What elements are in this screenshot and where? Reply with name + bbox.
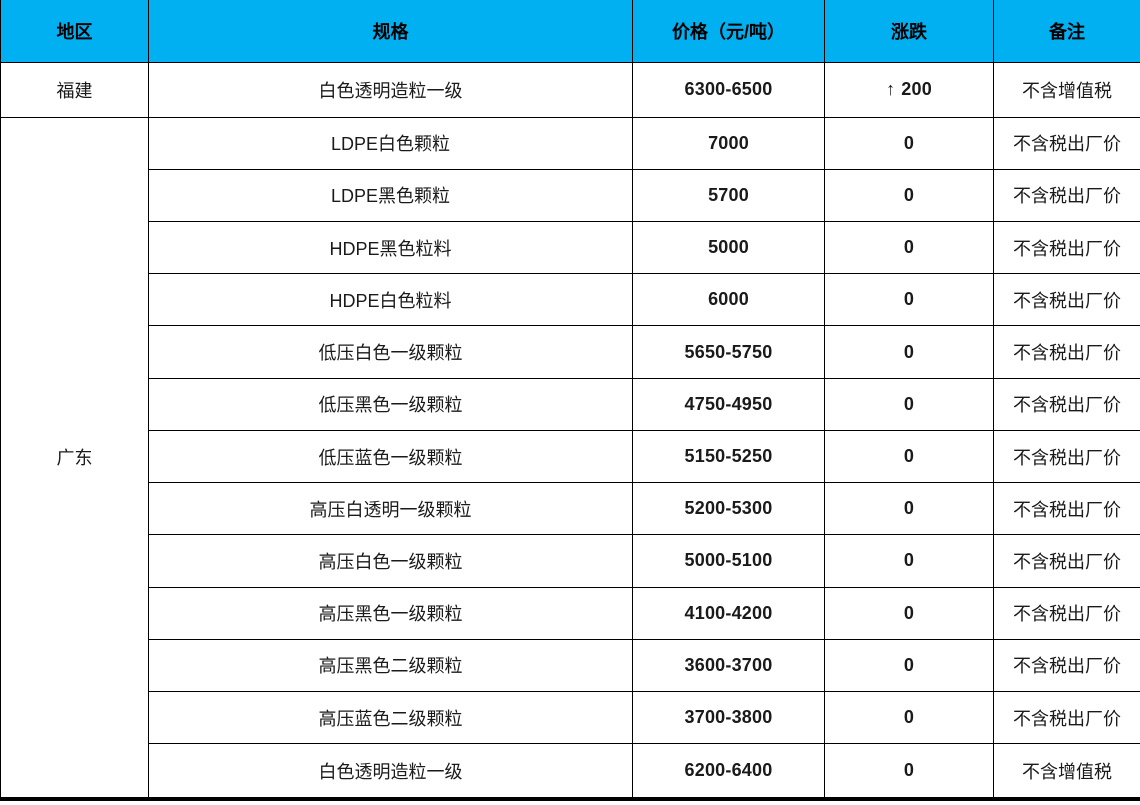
change-cell: 0: [824, 168, 994, 222]
table-row: 高压蓝色二级颗粒 3700-3800 0 不含税出厂价: [1, 691, 1140, 745]
price-cell: 5000: [632, 220, 825, 275]
spec-cell: 高压黑色一级颗粒: [148, 586, 633, 640]
table-row: 广东 LDPE白色颗粒 7000 0 不含税出厂价: [0, 116, 1140, 800]
table-row: 低压黑色一级颗粒 4750-4950 0 不含税出厂价: [1, 377, 1140, 431]
spec-cell: 高压白透明一级颗粒: [148, 482, 633, 536]
change-cell: 0: [824, 691, 994, 745]
note-cell: 不含税出厂价: [993, 220, 1140, 275]
price-cell: 5000-5100: [632, 534, 825, 588]
note-cell: 不含税出厂价: [993, 638, 1140, 693]
table-row: 低压白色一级颗粒 5650-5750 0 不含税出厂价: [1, 325, 1140, 379]
spec-cell: HDPE黑色粒料: [148, 220, 633, 275]
change-cell: 0: [824, 220, 994, 275]
col-header-region: 地区: [0, 0, 149, 63]
spec-cell: 高压白色一级颗粒: [148, 534, 633, 588]
spec-cell: LDPE黑色颗粒: [148, 168, 633, 222]
price-cell: 5200-5300: [632, 482, 825, 536]
spec-cell: 高压蓝色二级颗粒: [148, 691, 633, 745]
spec-cell: 白色透明造粒一级: [148, 61, 633, 118]
table-row: HDPE白色粒料 6000 0 不含税出厂价: [1, 273, 1140, 327]
col-header-price: 价格（元/吨）: [632, 0, 825, 63]
note-cell: 不含税出厂价: [993, 377, 1140, 431]
note-cell: 不含税出厂价: [993, 325, 1140, 379]
change-cell: 0: [824, 482, 994, 536]
table-row: 福建 白色透明造粒一级 6300-6500 ↑ 200 不含增值税: [0, 61, 1140, 118]
table-row: 白色透明造粒一级 6200-6400 0 不含增值税: [1, 743, 1140, 800]
price-cell: 3600-3700: [632, 638, 825, 693]
up-arrow-icon: ↑: [886, 79, 896, 99]
note-cell: 不含税出厂价: [993, 534, 1140, 588]
change-cell: 0: [824, 586, 994, 640]
change-cell: 0: [824, 273, 994, 327]
spec-cell: 低压蓝色一级颗粒: [148, 429, 633, 484]
price-cell: 5150-5250: [632, 429, 825, 484]
price-cell: 3700-3800: [632, 691, 825, 745]
price-cell: 7000: [632, 116, 825, 170]
price-cell: 5700: [632, 168, 825, 222]
price-cell: 5650-5750: [632, 325, 825, 379]
note-cell: 不含税出厂价: [993, 482, 1140, 536]
table-row: 高压黑色一级颗粒 4100-4200 0 不含税出厂价: [1, 586, 1140, 640]
table-row: 高压白透明一级颗粒 5200-5300 0 不含税出厂价: [1, 482, 1140, 536]
price-cell: 6200-6400: [632, 743, 825, 800]
region-cell-fujian: 福建: [0, 61, 149, 118]
note-cell: 不含增值税: [993, 743, 1140, 800]
spec-cell: 低压白色一级颗粒: [148, 325, 633, 379]
price-cell: 4750-4950: [632, 377, 825, 431]
header-row: 地区 规格 价格（元/吨） 涨跌 备注: [0, 0, 1140, 63]
note-cell: 不含税出厂价: [993, 273, 1140, 327]
price-cell: 6000: [632, 273, 825, 327]
table-row: LDPE黑色颗粒 5700 0 不含税出厂价: [1, 168, 1140, 222]
spec-cell: HDPE白色粒料: [148, 273, 633, 327]
change-cell: 0: [824, 534, 994, 588]
note-cell: 不含税出厂价: [993, 116, 1140, 170]
note-cell: 不含增值税: [993, 61, 1140, 118]
table-row: 高压黑色二级颗粒 3600-3700 0 不含税出厂价: [1, 638, 1140, 693]
col-header-spec: 规格: [148, 0, 633, 63]
change-cell: 0: [824, 116, 994, 170]
spec-cell: 低压黑色一级颗粒: [148, 377, 633, 431]
price-cell: 4100-4200: [632, 586, 825, 640]
col-header-note: 备注: [993, 0, 1140, 63]
change-cell: 0: [824, 429, 994, 484]
change-cell: 0: [824, 743, 994, 800]
change-cell: ↑ 200: [824, 61, 994, 118]
change-value: 200: [901, 79, 932, 99]
note-cell: 不含税出厂价: [993, 586, 1140, 640]
region-cell-guangdong: 广东: [0, 116, 149, 800]
note-cell: 不含税出厂价: [993, 168, 1140, 222]
col-header-change: 涨跌: [824, 0, 994, 63]
change-cell: 0: [824, 325, 994, 379]
table-row: HDPE黑色粒料 5000 0 不含税出厂价: [1, 220, 1140, 275]
table-row: 低压蓝色一级颗粒 5150-5250 0 不含税出厂价: [1, 429, 1140, 484]
table-row: 高压白色一级颗粒 5000-5100 0 不含税出厂价: [1, 534, 1140, 588]
change-cell: 0: [824, 377, 994, 431]
spec-cell: 白色透明造粒一级: [148, 743, 633, 800]
spec-cell: 高压黑色二级颗粒: [148, 638, 633, 693]
note-cell: 不含税出厂价: [993, 429, 1140, 484]
note-cell: 不含税出厂价: [993, 691, 1140, 745]
change-cell: 0: [824, 638, 994, 693]
spec-cell: LDPE白色颗粒: [148, 116, 633, 170]
price-cell: 6300-6500: [632, 61, 825, 118]
